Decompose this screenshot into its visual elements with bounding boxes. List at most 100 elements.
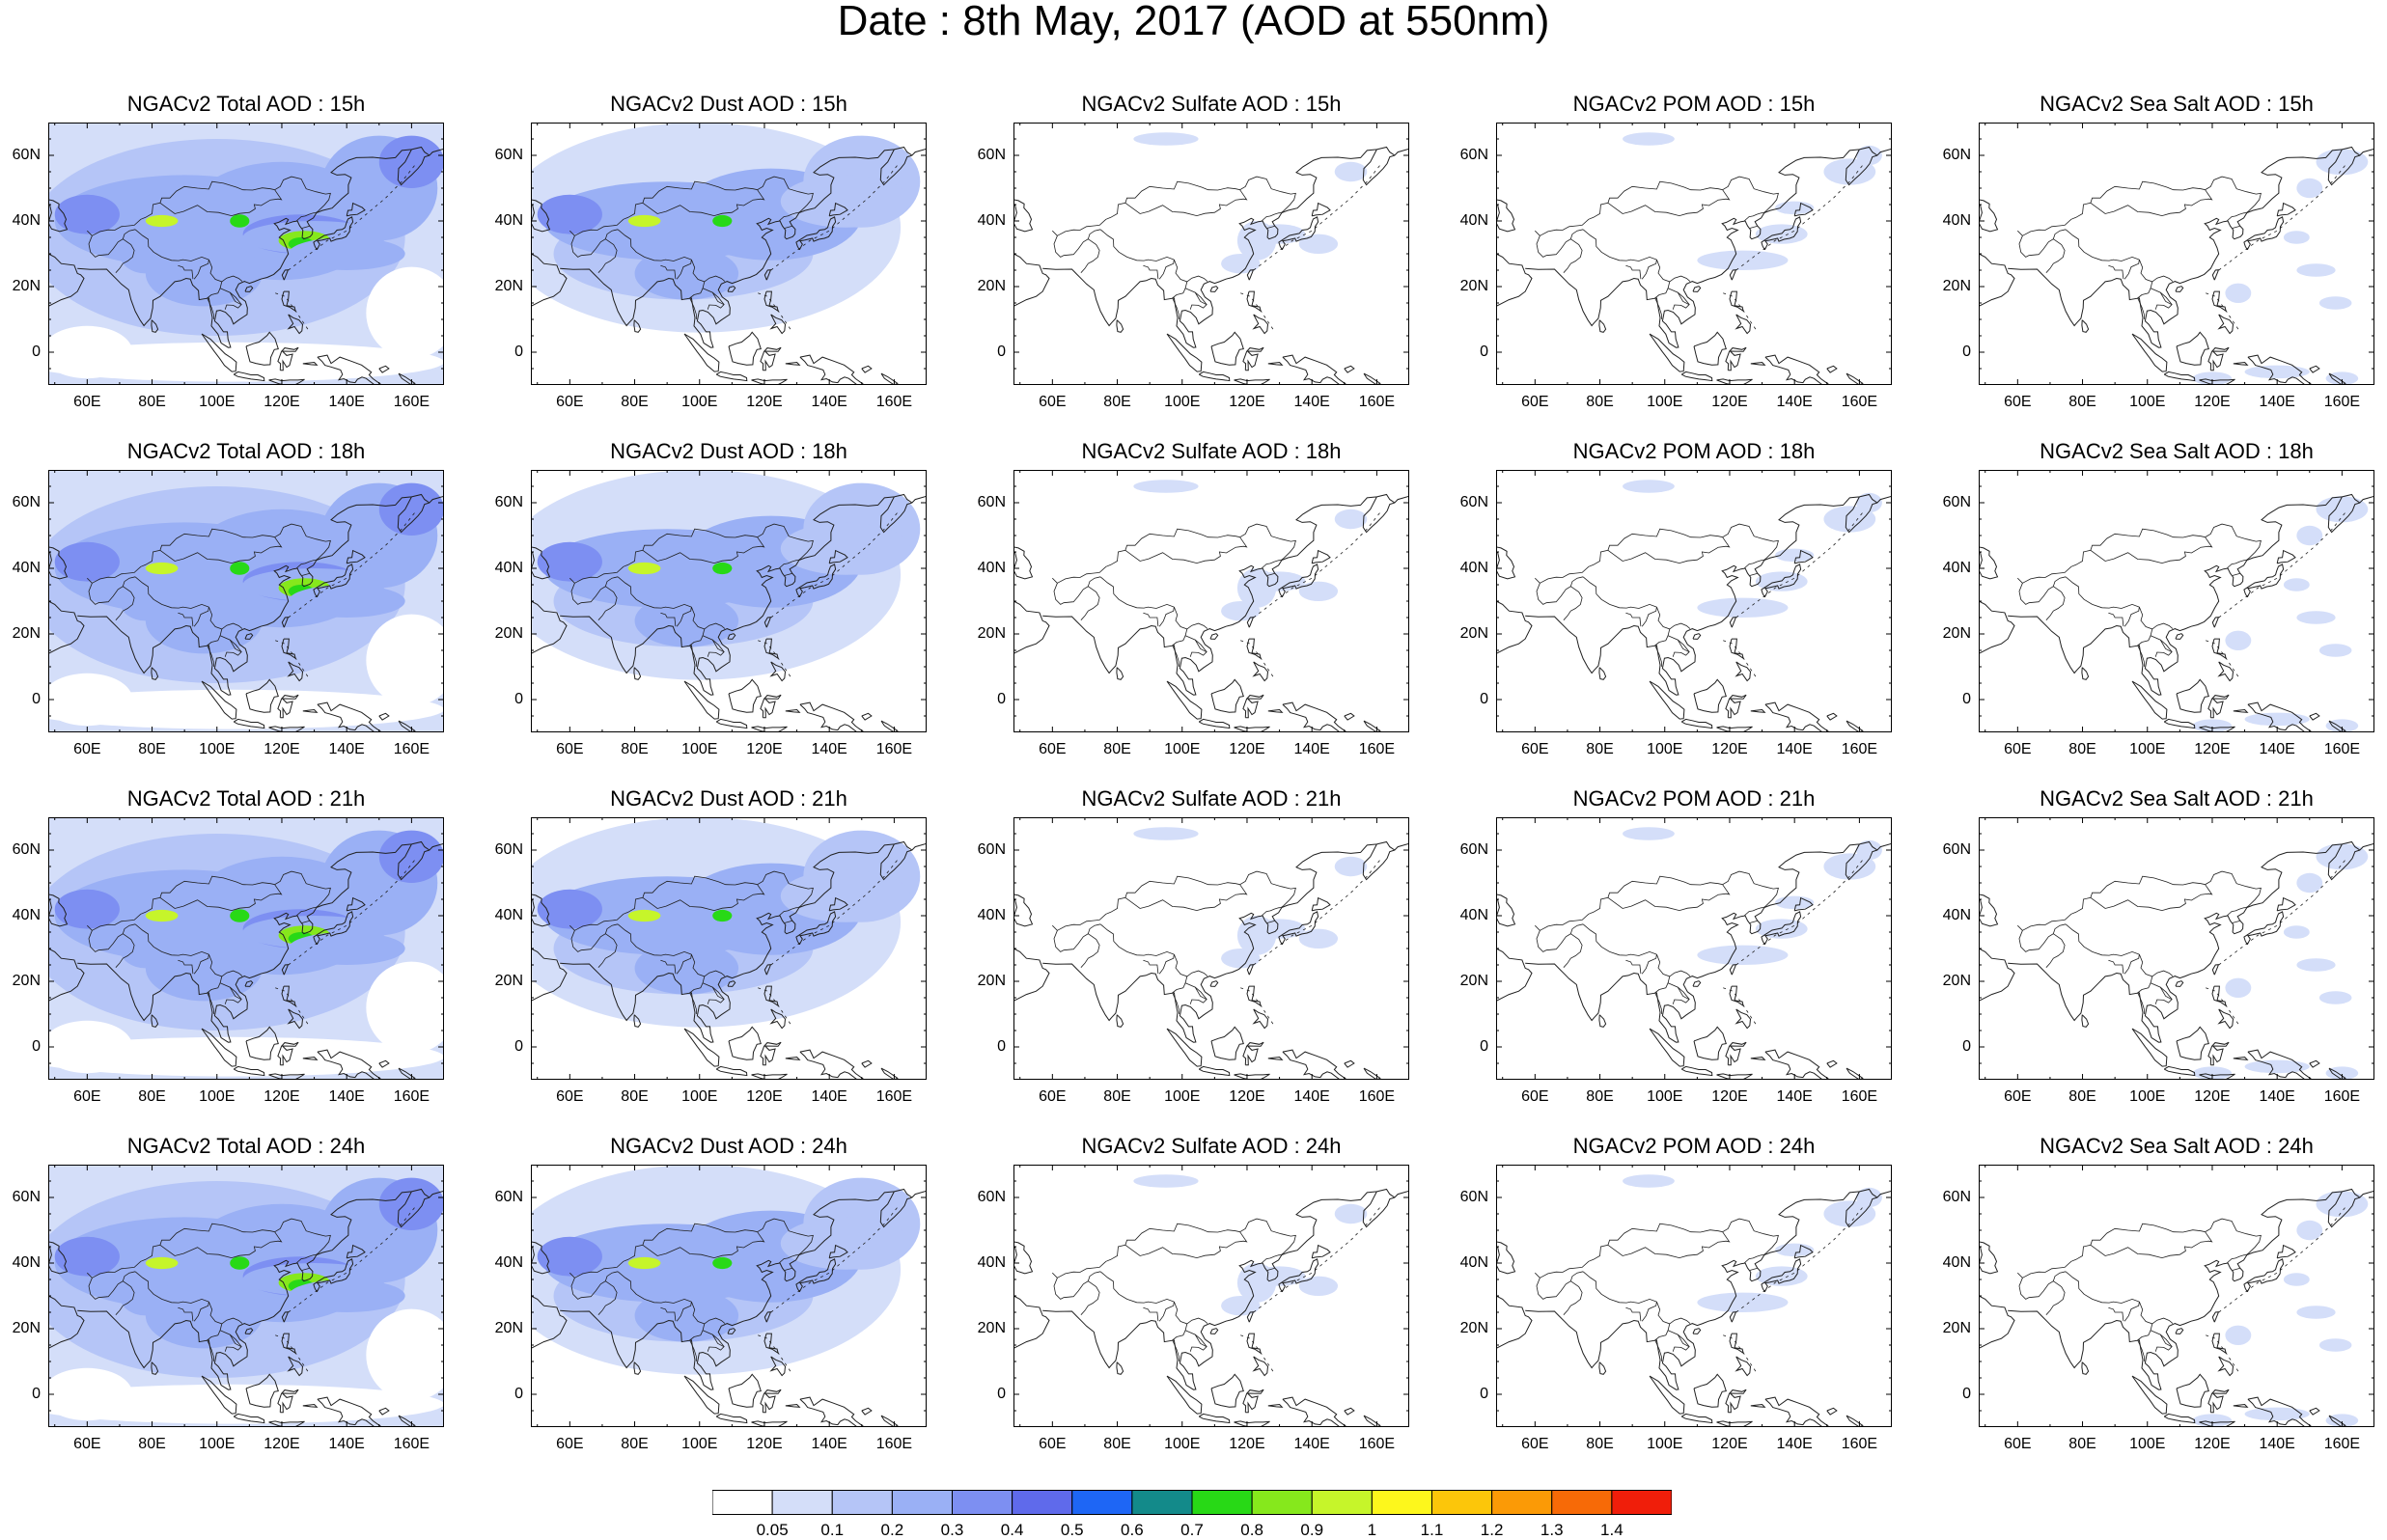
coastline [1311,202,1331,217]
country-border [574,523,814,584]
x-tick-label: 120E [264,1436,300,1452]
coastline [2247,354,2314,385]
aod-field-patch [230,562,250,575]
coastline [281,1333,296,1355]
y-tick-label: 60N [494,1189,523,1205]
coastline [727,633,736,640]
coastline [245,1026,279,1060]
country-border [1184,635,1207,657]
coastline [795,911,837,946]
country-border [2022,176,2262,236]
x-tick-label: 80E [2068,741,2096,757]
country-border [207,976,223,1015]
aod-field-patch [145,588,263,654]
map-plot-area [531,123,927,385]
dashed-boundary [1253,1206,1381,1313]
map-plot-area [1013,123,1409,385]
y-tick-label: 40N [494,212,523,229]
y-tick-label: 0 [997,1038,1006,1055]
colorbar-swatch [1311,1490,1373,1515]
country-border [689,281,706,320]
coastline [277,694,299,719]
coastline [245,1373,279,1408]
country-border [87,576,136,605]
country-border [711,986,725,1000]
aod-map-svg [531,1165,927,1427]
aod-map-svg [1979,817,2374,1080]
y-tick-label: 40N [1942,1254,1971,1271]
aod-field-patch [54,889,120,929]
y-tick-label: 0 [514,1386,523,1402]
coastline [715,718,748,729]
x-tick-label: 100E [2129,1088,2166,1105]
aod-field-patch [1856,1187,1882,1208]
y-tick-label: 0 [1480,344,1488,360]
coastline [1234,378,1270,385]
country-border [1158,954,1175,975]
country-border [1677,986,1690,1000]
x-tick-label: 80E [1586,1088,1614,1105]
coastline [244,633,254,640]
y-tick-label: 0 [997,344,1006,360]
aod-field-patch [2296,263,2336,277]
country-border [2065,576,2140,609]
aod-field-patch [2316,149,2369,176]
coastline [317,701,383,732]
coastline [785,1403,801,1408]
country-border [1266,921,1275,923]
x-tick-label: 60E [556,1436,584,1452]
panel-title: NGACv2 Sea Salt AOD : 21h [2040,786,2314,811]
country-border [1057,870,1296,931]
aod-field-patch [1755,1266,1808,1286]
coastline [48,600,85,654]
aod-field-patch [1823,853,1876,880]
country-border [178,264,194,280]
y-tick-label: 60N [1942,1189,1971,1205]
coastline [287,1008,304,1030]
panel-title: NGACv2 Sulfate AOD : 15h [1081,92,1342,116]
coastline [244,286,254,292]
coastline [281,617,290,628]
x-tick-label: 120E [746,741,783,757]
coastline [397,843,430,881]
country-border [1540,870,1779,931]
coastline [1764,701,1831,732]
y-tick-label: 40N [1459,212,1488,229]
aod-field-clear-patch [48,673,133,727]
y-tick-label: 40N [977,907,1006,923]
country-border [1143,264,1159,280]
country-border [676,607,692,627]
country-border [1080,586,1100,620]
country-border [115,238,135,273]
country-border [2150,982,2173,1004]
dashed-boundary [288,1206,416,1313]
coastline [1282,1396,1348,1427]
x-tick-label: 80E [621,1088,649,1105]
coastline [531,600,568,654]
coastline [1013,199,1034,233]
country-border [193,1302,209,1322]
country-border [1641,260,1657,280]
country-border [1124,536,1248,564]
coastline [1725,1041,1747,1066]
country-border [617,576,692,609]
coastline [799,1396,866,1427]
colorbar-swatch [1012,1490,1073,1515]
y-tick-label: 40N [12,212,41,229]
x-tick-label: 140E [811,1088,847,1105]
aod-field-patch [1856,492,1882,513]
x-tick-label: 60E [73,394,101,410]
y-tick-label: 0 [514,1038,523,1055]
aod-field-patch [2296,1306,2336,1319]
coastline [313,216,354,251]
country-border [1743,907,1764,917]
country-border [2226,560,2247,569]
y-tick-label: 40N [1459,1254,1488,1271]
coastline [763,269,772,281]
coastline [302,1056,319,1060]
coastline [1252,661,1269,682]
coastline [1793,1244,1814,1259]
coastline [861,712,873,721]
coastline [795,564,837,598]
coastline [560,1188,927,1390]
